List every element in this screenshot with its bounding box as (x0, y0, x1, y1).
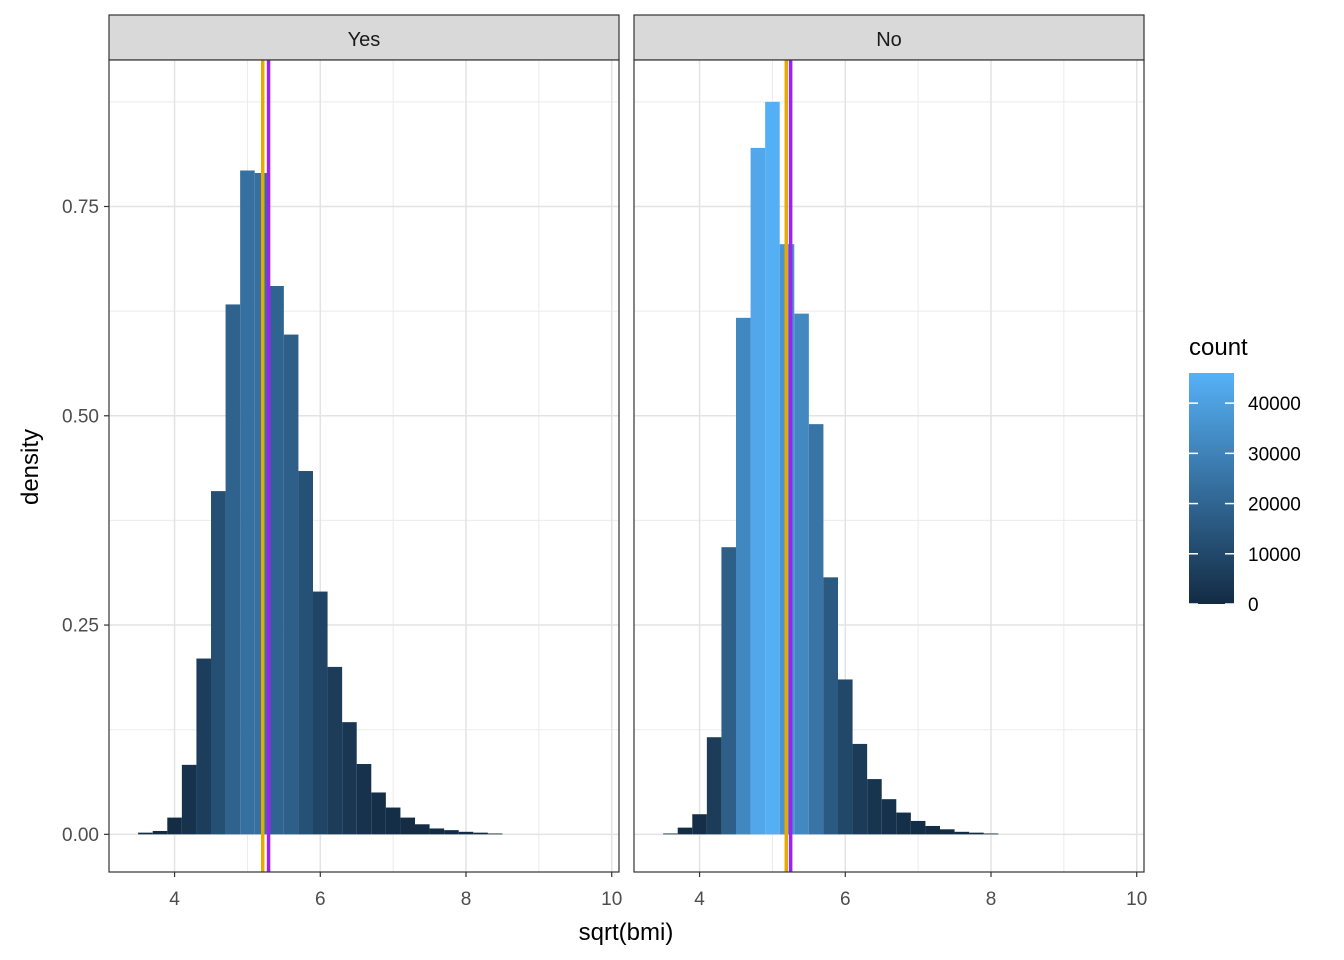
y-tick-label: 0.25 (62, 616, 99, 637)
facet-strip-label: No (876, 29, 902, 51)
legend-colorbar (1189, 373, 1234, 604)
histogram-bar (925, 825, 940, 835)
histogram-bar (663, 833, 678, 835)
legend-tick-label: 10000 (1248, 545, 1301, 566)
histogram-bar (823, 577, 838, 835)
panel-background (109, 60, 619, 872)
facet-panel-no: No 4 6 8 10 (633, 14, 1147, 910)
facet-strip (108, 14, 620, 61)
histogram-bar (385, 807, 401, 835)
histogram-bar (415, 824, 430, 835)
histogram-bar (196, 658, 211, 835)
histogram-bar (896, 812, 911, 835)
facet-strip-label: Yes (348, 29, 381, 51)
histogram-bar (838, 679, 853, 835)
y-tick-label: 0.75 (62, 197, 99, 218)
x-tick-label: 10 (601, 889, 622, 910)
x-tick-label: 8 (986, 889, 997, 910)
histogram-bar (473, 832, 488, 835)
histogram-bar (765, 101, 780, 835)
legend-tick-label: 30000 (1248, 444, 1301, 465)
histogram-bar (138, 832, 153, 835)
x-tick-label: 4 (694, 889, 705, 910)
histogram-bar (152, 830, 168, 835)
x-tick-label: 10 (1126, 889, 1147, 910)
legend-tick-label: 20000 (1248, 495, 1301, 516)
histogram-bar (692, 814, 707, 835)
histogram-bar (181, 764, 197, 835)
histogram-bar (298, 471, 313, 835)
histogram-bar (794, 313, 809, 835)
histogram-bar (954, 831, 970, 835)
histogram-bar (940, 829, 955, 835)
histogram-bar (736, 317, 751, 835)
histogram-bar (983, 833, 999, 835)
histogram-bar (167, 817, 182, 835)
histogram-bar (400, 817, 415, 835)
histogram-bar (429, 828, 445, 835)
histogram-bar (269, 286, 284, 835)
histogram-bar (910, 820, 926, 835)
histogram-bar (283, 334, 299, 835)
histogram-bar (706, 737, 722, 835)
x-axis-title: sqrt(bmi) (579, 919, 674, 946)
histogram-bar (327, 666, 343, 835)
histogram-bar (881, 799, 897, 835)
panel-border (633, 59, 1145, 873)
facet-panel-yes: Yes 4 6 8 10 0.00 0.25 0.50 0.75 (62, 14, 622, 910)
histogram-bar (458, 831, 474, 835)
x-tick-label: 6 (315, 889, 326, 910)
histogram-bar (225, 304, 241, 835)
histogram-bar (721, 547, 736, 835)
histogram-bar (371, 792, 386, 835)
histogram-bar (313, 591, 328, 835)
x-tick-label: 6 (840, 889, 851, 910)
histogram-bar (487, 833, 503, 835)
histogram-bar (211, 491, 226, 835)
histogram-bar (808, 424, 824, 835)
y-axis-title: density (17, 429, 44, 505)
legend-tick-label: 40000 (1248, 394, 1301, 415)
histogram-bar (867, 779, 882, 835)
x-tick-label: 4 (169, 889, 180, 910)
legend-tick-label: 0 (1248, 595, 1259, 616)
histogram-bar (240, 170, 255, 835)
panel-border (108, 59, 620, 873)
histogram-bar (852, 743, 868, 835)
panel-background (634, 60, 1144, 872)
y-tick-label: 0.00 (62, 825, 99, 846)
facet-panels: Yes 4 6 8 10 0.00 0.25 0.50 0.75 No 4 6 8 10 (62, 14, 1147, 910)
x-tick-label: 8 (461, 889, 472, 910)
legend-title: count (1189, 334, 1248, 361)
histogram-bar (342, 722, 357, 835)
histogram-bar (969, 832, 984, 835)
y-tick-label: 0.50 (62, 406, 99, 427)
legend: count 0 10000 20000 30000 40000 (1189, 334, 1301, 616)
histogram-bar (750, 147, 766, 835)
histogram-bar (444, 830, 459, 835)
histogram-bar (677, 827, 693, 835)
histogram-bar (356, 764, 372, 835)
